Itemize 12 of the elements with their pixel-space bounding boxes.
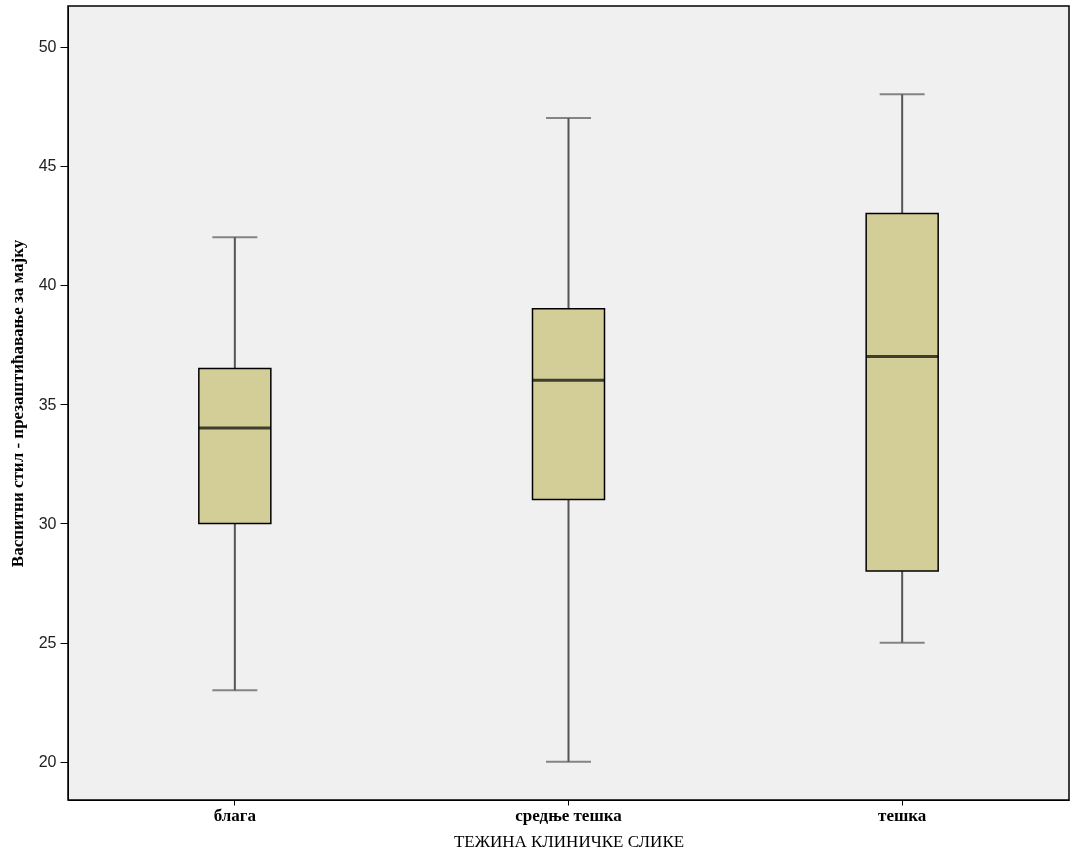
y-tick-label: 35: [38, 395, 57, 413]
y-tick-label: 20: [38, 753, 57, 771]
x-tick-label: средње тешка: [515, 805, 623, 825]
x-axis-title: ТЕЖИНА КЛИНИЧКЕ СЛИКЕ: [453, 831, 685, 851]
y-tick-label: 45: [38, 157, 57, 175]
y-tick-label: 30: [38, 514, 57, 532]
y-tick-label: 25: [38, 634, 57, 652]
x-tick-label: тешка: [878, 805, 927, 825]
y-tick-label: 50: [38, 38, 57, 56]
y-axis-title: Васпитни стил - презаштићавање за мајку: [7, 239, 27, 568]
y-tick-label: 40: [38, 276, 57, 294]
x-tick-label: блага: [213, 805, 257, 825]
